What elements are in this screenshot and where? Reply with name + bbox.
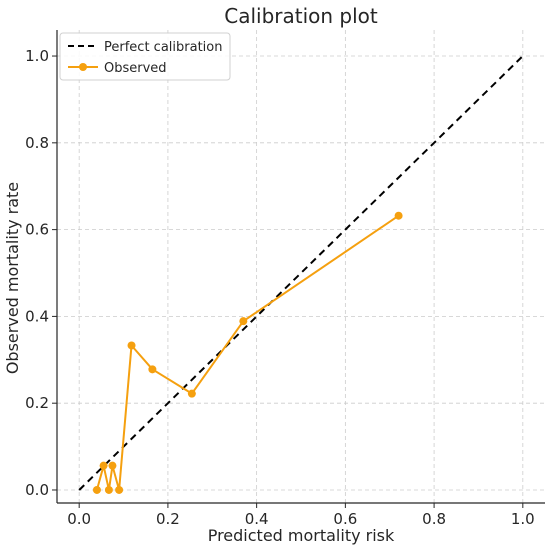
x-tick-label-4: 0.8 [422, 510, 446, 528]
data-point-6 [148, 365, 157, 374]
legend-box [59, 32, 231, 81]
data-point-7 [187, 389, 196, 398]
y-tick-label-5: 1.0 [25, 47, 49, 65]
y-tick-label-4: 0.8 [25, 134, 49, 152]
legend: Perfect calibration Observed [59, 32, 231, 81]
data-point-2 [104, 485, 113, 494]
series-line-0 [78, 55, 524, 491]
legend-marker-observed [79, 63, 87, 71]
series-layer [78, 55, 524, 494]
y-tick-label-3: 0.6 [25, 221, 49, 239]
legend-label-perfect: Perfect calibration [104, 40, 222, 55]
data-point-0 [92, 485, 101, 494]
series-line-1 [95, 214, 400, 491]
data-point-3 [108, 461, 117, 470]
x-tick-label-3: 0.6 [333, 510, 357, 528]
x-tick-label-1: 0.2 [156, 510, 180, 528]
y-tick-label-0: 0.0 [25, 481, 49, 499]
y-axis-label: Observed mortality rate [3, 182, 22, 374]
data-point-5 [127, 341, 136, 350]
x-tick-label-5: 1.0 [511, 510, 535, 528]
y-tick-label-1: 0.2 [25, 394, 49, 412]
x-tick-label-2: 0.4 [245, 510, 269, 528]
data-point-8 [239, 317, 248, 326]
chart-title: Calibration plot [224, 4, 378, 28]
axes: 0.0 0.2 0.4 0.6 0.8 1.0 0.0 0.2 0.4 0.6 0.8 1.0 [25, 30, 545, 528]
data-point-4 [115, 485, 124, 494]
x-axis-label: Predicted mortality risk [208, 526, 395, 545]
y-tick-label-2: 0.4 [25, 307, 49, 325]
data-point-9 [394, 211, 403, 220]
grid [57, 30, 545, 503]
data-point-1 [99, 461, 108, 470]
x-tick-label-0: 0.0 [67, 510, 91, 528]
legend-label-observed: Observed [104, 61, 167, 76]
